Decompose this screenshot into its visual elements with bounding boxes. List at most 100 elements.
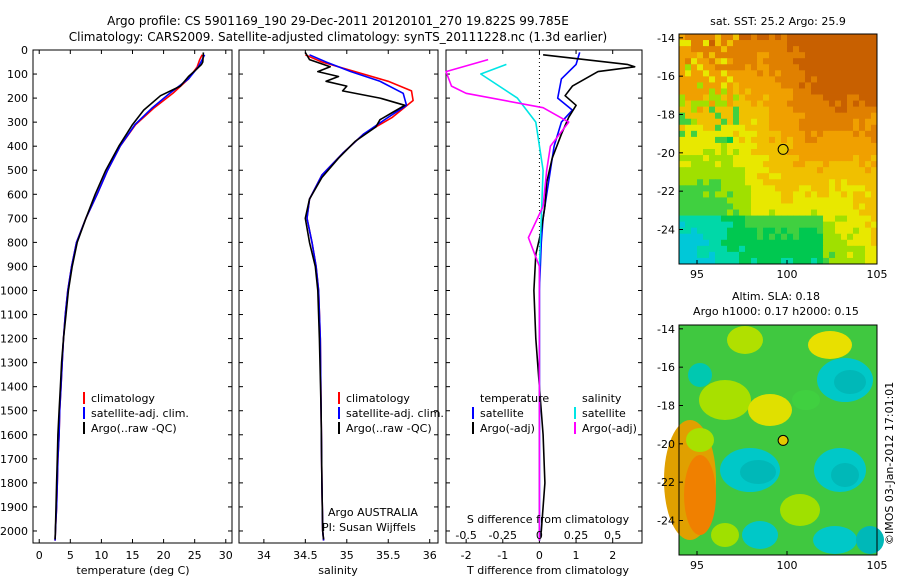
sst-cell [763,46,770,53]
sst-cell [757,70,764,77]
sst-cell [829,173,836,180]
sst-cell [679,221,686,229]
sst-cell [775,179,782,186]
sst-cell [805,88,812,95]
sst-cell [859,227,866,235]
s-difference-ticks: -0.5 -0.25 0 0.25 0.5 [455,529,621,542]
sst-cell [715,209,722,216]
sla-blob [834,370,866,394]
sst-cell [853,149,860,156]
sst-cell [823,257,830,265]
sst-cell [757,245,764,253]
s-tick-label: -0.5 [455,529,476,542]
sst-cell [871,58,878,65]
sst-cell [709,215,716,223]
sst-cell [727,149,734,156]
sst-cell [769,221,776,229]
sst-cell [685,64,692,71]
sst-cell [853,161,860,168]
sst-cell [721,257,728,265]
sst-cell [715,106,722,114]
sst-cell [745,94,752,101]
sst-cell [853,100,860,108]
sst-cell [835,245,842,253]
sst-cell [739,167,746,174]
sst-cell [679,100,686,108]
sst-cell [733,100,740,108]
sst-cell [811,100,818,108]
sst-cell [709,52,716,59]
sst-cell [793,227,800,235]
sst-cell [781,185,788,192]
x-tick-label: 35 [340,549,354,562]
sst-cell [685,209,692,216]
sst-cell [805,185,812,192]
sst-cell [715,179,722,186]
sst-cell [697,167,704,174]
sst-cell [691,257,698,265]
sst-cell [769,233,776,241]
sst-cell [787,215,794,223]
sst-cell [745,173,752,180]
sst-cell [799,209,806,216]
sst-cell [691,52,698,59]
sst-cell [823,118,830,126]
sst-cell [847,94,854,101]
sst-cell [721,221,728,229]
sst-cell [703,233,710,241]
sst-cell [787,191,794,198]
sst-cell [871,233,878,241]
sst-cell [733,155,740,162]
sst-cell [769,118,776,126]
sst-cell [829,46,836,53]
sst-cell [757,155,764,162]
sst-cell [829,239,836,247]
sst-cell [763,239,770,247]
sst-cell [733,149,740,156]
sst-cell [745,185,752,192]
sst-cell [847,106,854,114]
series-line-s-argo-adj- [445,58,570,541]
sst-cell [763,215,770,223]
sst-cell [865,239,872,247]
sst-cell [775,52,782,59]
sst-cell [781,106,788,114]
sst-cell [757,221,764,229]
sst-cell [811,149,818,156]
s-difference-label: S difference from climatology [467,513,630,526]
sst-cell [769,239,776,247]
sst-cell [835,124,842,132]
t-tick-label: 1 [573,549,580,562]
sst-cell [841,70,848,77]
sst-cell [679,40,686,47]
sst-cell [799,76,806,83]
sst-cell [793,179,800,186]
sst-cell [859,209,866,216]
sst-cell [757,251,764,259]
sst-cell [793,76,800,83]
sst-cell [763,191,770,198]
sst-cell [703,76,710,83]
sst-cell [709,167,716,174]
sst-cell [859,64,866,71]
sst-cell [799,197,806,204]
sst-cell [865,149,872,156]
sst-cell [691,239,698,247]
sst-cell [739,221,746,229]
sst-cell [853,251,860,259]
sst-cell [787,130,794,138]
sst-cell [853,245,860,253]
sst-cell [697,233,704,241]
sst-cell [745,179,752,186]
depth-tick-label: 300 [7,116,28,129]
sst-cell [799,118,806,126]
sst-cell [865,191,872,198]
sst-map: sat. SST: 25.2 Argo: 25.9 95 100 105 -14 -16… [657,15,887,281]
legend-argo: Argo(..raw -QC) [91,422,177,435]
sst-cell [769,46,776,53]
sst-cell [763,130,770,138]
sst-cell [733,124,740,132]
sst-cell [811,173,818,180]
sst-cell [793,167,800,174]
sst-cell [781,173,788,180]
